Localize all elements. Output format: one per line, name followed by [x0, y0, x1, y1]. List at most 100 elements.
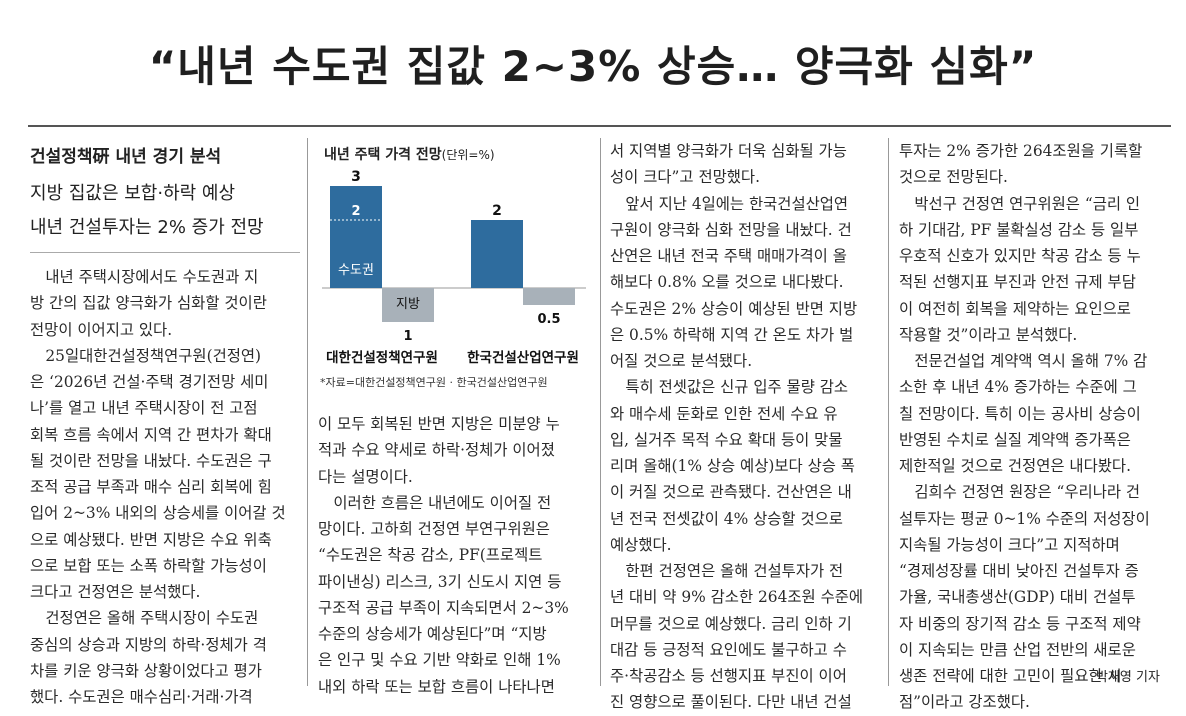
- article-line: 입, 실거주 목적 수요 확대 등이 맞물: [610, 430, 843, 449]
- chart-title: 내년 주택 가격 전망(단위=%): [324, 144, 495, 164]
- article-line: 김희수 건정연 원장은 “우리나라 건: [899, 483, 1141, 502]
- article-line: 지속될 가능성이 크다”고 지적하며: [899, 535, 1120, 554]
- article-line: 년 대비 약 9% 감소한 264조원 수준에: [610, 588, 864, 607]
- article-line: 서 지역별 양극화가 더욱 심화될 가능: [610, 142, 847, 160]
- article-line: 크다고 건정연은 분석했다.: [30, 583, 201, 601]
- article-line: 생존 전략에 대한 고민이 필요한 시: [899, 667, 1122, 685]
- article-line: “경제성장률 대비 낮아진 건설투자 증: [899, 562, 1139, 580]
- bar-capital: [330, 186, 382, 288]
- subhead-3: 내년 건설투자는 2% 증가 전망: [30, 217, 264, 238]
- article-line: 머무를 것으로 예상했다. 금리 인하 기: [610, 614, 852, 633]
- article-line: 박선구 건정연 연구위원은 “금리 인: [899, 194, 1141, 213]
- article-line: 수준의 상승세가 예상된다”며 “지방: [318, 625, 547, 643]
- article-line: 은 인구 및 수요 기반 약화로 인해 1%: [318, 651, 561, 670]
- article-line: 차를 키운 양극화 상황이었다고 평가: [30, 661, 262, 680]
- article-line: 전망이 이어지고 있다.: [30, 320, 173, 339]
- article-line: 이 커질 것으로 관측됐다. 건산연은 내: [610, 483, 852, 502]
- data-label-regional: 1: [403, 329, 412, 344]
- housing-price-chart: 내년 주택 가격 전망(단위=%) 3 1 2 0.5 2 수도권 지방 대한건설정책연구원…: [318, 138, 590, 398]
- article-line: 조적 공급 부족과 매수 심리 회복에 힘: [30, 478, 272, 496]
- article-line: 건정연은 올해 주택시장이 수도권: [30, 609, 259, 628]
- article-line: 어질 것으로 분석됐다.: [610, 352, 753, 370]
- article-line: 적과 수요 약세로 하락·정체가 이어졌: [318, 441, 555, 460]
- chart-unit: (단위=%): [441, 148, 495, 162]
- article-line: 주·착공감소 등 선행지표 부진이 이어: [610, 667, 847, 685]
- article-line: 자 비중의 장기적 감소 등 구조적 제약: [899, 614, 1141, 633]
- article-line: 이러한 흐름은 내년에도 이어질 전: [318, 493, 552, 512]
- article-line: 산연은 내년 전국 주택 매매가격이 올: [610, 247, 847, 265]
- article-line: 망이다. 고하희 건정연 부연구위원은: [318, 520, 550, 538]
- byline: 박재영 기자: [1096, 670, 1160, 685]
- headline-rule: [28, 125, 1171, 127]
- bar-regional: [382, 288, 434, 322]
- inner-marker-label: 2: [351, 204, 360, 219]
- article-line: 소한 후 내년 4% 증가하는 수준에 그: [899, 378, 1137, 397]
- article-line: 될 것이란 전망을 내놨다. 수도권은 구: [30, 451, 272, 470]
- article-line: 우호적 신호가 있지만 착공 감소 등 누: [899, 247, 1141, 265]
- subhead-2: 지방 집값은 보합·하락 예상: [30, 183, 236, 204]
- bar-regional: [523, 288, 575, 305]
- article-line: 설투자는 평균 0~1% 수준의 저성장이: [899, 509, 1150, 528]
- article-line: 가율, 국내총생산(GDP) 대비 건설투: [899, 588, 1136, 607]
- column-divider: [888, 138, 889, 686]
- column-divider: [600, 138, 601, 686]
- article-line: 구조적 공급 부족이 지속되면서 2~3%: [318, 598, 569, 617]
- article-line: 앞서 지난 4일에는 한국건설산업연: [610, 194, 849, 213]
- article-line: 구원이 양극화 심화 전망을 내놨다. 건: [610, 220, 852, 239]
- series-label-regional: 지방: [396, 297, 420, 312]
- article-line: 다는 설명이다.: [318, 467, 413, 486]
- data-label-capital: 2: [492, 203, 502, 219]
- article-line: 했다. 수도권은 매수심리·거래·가격: [30, 688, 253, 706]
- article-line: 방 간의 집값 양극화가 심화할 것이란: [30, 294, 267, 313]
- article-line: 이 여전히 회복을 제약하는 요인으로: [899, 299, 1131, 318]
- article-line: 으로 예상됐다. 반면 지방은 수요 위축: [30, 530, 272, 549]
- article-line: 리며 올해(1% 상승 예상)보다 상승 폭: [610, 457, 855, 475]
- article-line: 년 전국 전셋값이 4% 상승할 것으로: [610, 509, 843, 528]
- subhead-1: 건설정책硏 내년 경기 분석: [30, 147, 222, 167]
- article-line: 적된 선행지표 부진과 안전 규제 부담: [899, 273, 1136, 292]
- article-line: 제한적일 것으로 건정연은 내다봤다.: [899, 457, 1131, 475]
- article-line: 은 0.5% 하락해 지역 간 온도 차가 벌: [610, 325, 854, 344]
- article-line: 대감 등 긍정적 요인에도 불구하고 수: [610, 640, 847, 659]
- article-line: 칠 전망이다. 특히 이는 공사비 상승이: [899, 404, 1141, 423]
- article-line: 파이낸싱) 리스크, 3기 신도시 지연 등: [318, 572, 562, 591]
- article-line: 내년 주택시장에서도 수도권과 지: [30, 268, 259, 286]
- data-label-capital: 3: [351, 169, 361, 185]
- article-line: 전문건설업 계약액 역시 올해 7% 감: [899, 352, 1148, 370]
- article-line: 작용할 것”이라고 분석했다.: [899, 325, 1078, 344]
- article-line: 이 모두 회복된 반면 지방은 미분양 누: [318, 415, 560, 433]
- bar-capital: [471, 220, 523, 288]
- article-line: 예상했다.: [610, 535, 672, 554]
- data-label-regional: 0.5: [537, 312, 560, 327]
- article-line: 반영된 수치로 실질 계약액 증가폭은: [899, 430, 1131, 449]
- chart-source: *자료=대한건설정책연구원 · 한국건설산업연구원: [320, 376, 548, 389]
- article-line: 은 ‘2026년 건설·주택 경기전망 세미: [30, 373, 269, 391]
- article-line: 으로 보합 또는 소폭 하락할 가능성이: [30, 556, 267, 575]
- article-line: 성이 크다”고 전망했다.: [610, 168, 760, 187]
- article-line: 것으로 전망된다.: [899, 168, 1008, 187]
- article-line: 진 영향으로 풀이된다. 다만 내년 건설: [610, 693, 852, 712]
- column-divider: [307, 138, 308, 686]
- article-line: “수도권은 착공 감소, PF(프로젝트: [318, 546, 543, 565]
- subhead-rule: [30, 252, 300, 253]
- article-line: 특히 전셋값은 신규 입주 물량 감소: [610, 378, 849, 397]
- article-line: 나’를 열고 내년 주택시장이 전 고점: [30, 399, 258, 418]
- article-line: 수도권은 2% 상승이 예상된 반면 지방: [610, 299, 858, 318]
- chart-category-2: 한국건설산업연구원: [467, 350, 579, 366]
- article-line: 와 매수세 둔화로 인한 전세 수요 유: [610, 404, 838, 423]
- chart-category-1: 대한건설정책연구원: [326, 350, 438, 366]
- article-line: 한편 건정연은 올해 건설투자가 전: [610, 562, 844, 580]
- article-line: 해보다 0.8% 오를 것으로 내다봤다.: [610, 273, 844, 292]
- chart-title-text: 내년 주택 가격 전망: [324, 147, 442, 163]
- article-line: 이 지속되는 만큼 산업 전반의 새로운: [899, 640, 1136, 659]
- article-line: 하 기대감, PF 불확실성 감소 등 일부: [899, 220, 1139, 239]
- article-line: 25일대한건설정책연구원(건정연): [30, 346, 262, 365]
- article-line: 점”이라고 강조했다.: [899, 693, 1030, 712]
- article-line: 입어 2~3% 내외의 상승세를 이어갈 것: [30, 504, 286, 523]
- article-line: 투자는 2% 증가한 264조원을 기록할: [899, 142, 1143, 160]
